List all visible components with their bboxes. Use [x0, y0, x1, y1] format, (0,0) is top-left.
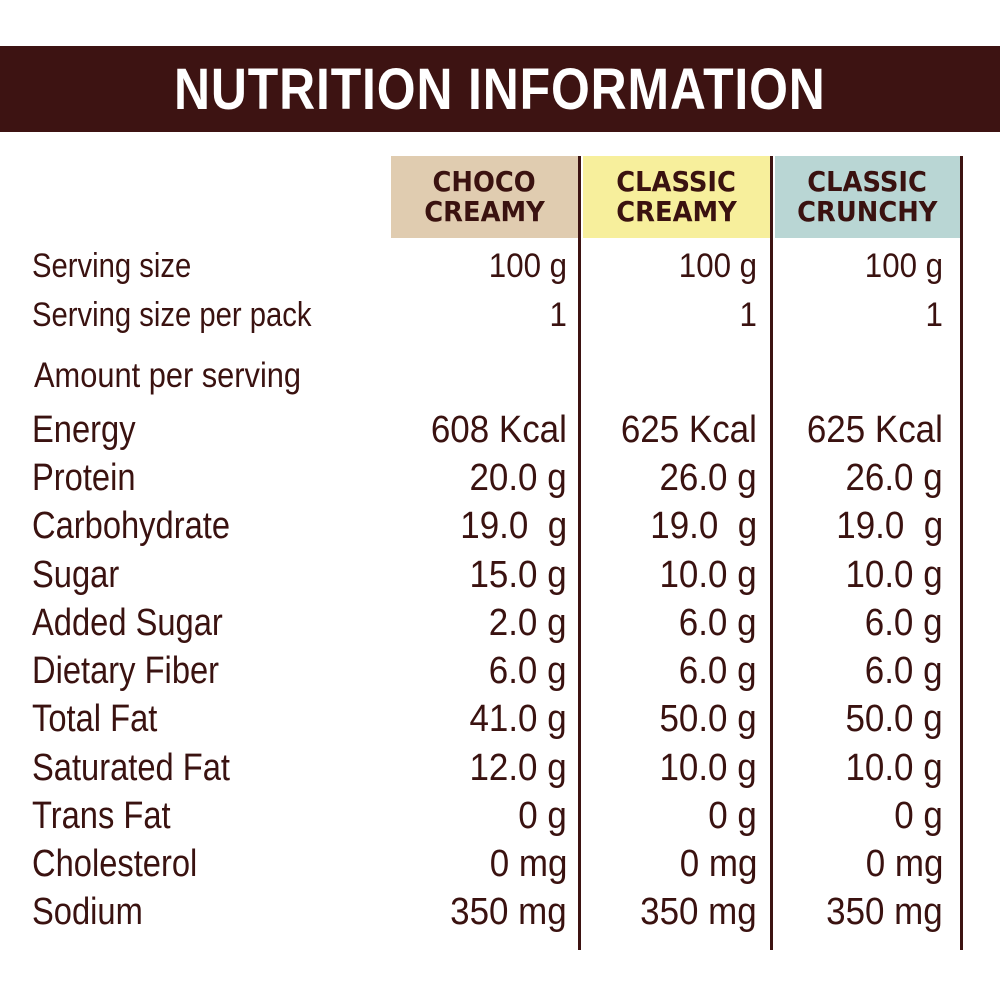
row-value: 19.0 g: [650, 505, 757, 547]
row-value: 10.0 g: [845, 554, 943, 596]
nutrient-row-trans-fat: Trans Fat 0 g 0 g 0 g: [0, 793, 1000, 839]
row-value: 10.0 g: [659, 554, 757, 596]
row-value: 19.0 g: [460, 505, 567, 547]
row-label: Added Sugar: [32, 602, 223, 644]
column-header-line1: CHOCO: [432, 165, 537, 198]
row-value: 0 g: [708, 795, 757, 837]
title-bar: NUTRITION INFORMATION: [0, 46, 1000, 132]
row-value: 1: [549, 296, 567, 334]
nutrient-row-saturated-fat: Saturated Fat 12.0 g 10.0 g 10.0 g: [0, 745, 1000, 791]
row-value: 15.0 g: [469, 554, 567, 596]
row-value: 41.0 g: [469, 698, 567, 740]
row-value: 100 g: [678, 247, 757, 285]
column-header-classic-crunchy: CLASSIC CRUNCHY: [775, 156, 960, 238]
row-value: 6.0 g: [865, 602, 943, 644]
column-divider: [960, 156, 963, 950]
column-header-line2: CREAMY: [616, 195, 737, 228]
row-value: 0 mg: [865, 843, 943, 885]
row-label: Energy: [32, 409, 136, 451]
row-value: 19.0 g: [836, 505, 943, 547]
row-value: 6.0 g: [679, 602, 757, 644]
nutrient-row-energy: Energy 608 Kcal 625 Kcal 625 Kcal: [0, 407, 1000, 453]
row-value: 26.0 g: [845, 457, 943, 499]
column-divider: [578, 156, 581, 950]
nutrient-row-dietary-fiber: Dietary Fiber 6.0 g 6.0 g 6.0 g: [0, 648, 1000, 694]
row-label: Serving size: [32, 247, 192, 285]
nutrient-row-sugar: Sugar 15.0 g 10.0 g 10.0 g: [0, 552, 1000, 598]
nutrient-row-sodium: Sodium 350 mg 350 mg 350 mg: [0, 889, 1000, 935]
amount-per-serving-label: Amount per serving: [34, 356, 302, 395]
column-header-choco-creamy: CHOCO CREAMY: [391, 156, 578, 238]
row-value: 625 Kcal: [620, 409, 757, 451]
column-header-line1: CLASSIC: [807, 165, 928, 198]
row-value: 10.0 g: [845, 747, 943, 789]
row-value: 0 mg: [679, 843, 757, 885]
row-label: Dietary Fiber: [32, 650, 220, 692]
row-value: 26.0 g: [659, 457, 757, 499]
column-divider: [770, 156, 773, 950]
row-value: 0 g: [518, 795, 567, 837]
row-value: 0 mg: [489, 843, 567, 885]
row-value: 608 Kcal: [430, 409, 567, 451]
column-header-line1: CLASSIC: [616, 165, 737, 198]
column-header-line2: CRUNCHY: [797, 195, 938, 228]
row-value: 625 Kcal: [806, 409, 943, 451]
row-value: 12.0 g: [469, 747, 567, 789]
servings-per-pack-row: Serving size per pack 1 1 1: [0, 292, 1000, 338]
nutrient-row-protein: Protein 20.0 g 26.0 g 26.0 g: [0, 455, 1000, 501]
row-label: Saturated Fat: [32, 747, 231, 789]
nutrient-row-carbohydrate: Carbohydrate 19.0 g 19.0 g 19.0 g: [0, 503, 1000, 549]
row-value: 6.0 g: [489, 650, 567, 692]
column-header-classic-creamy: CLASSIC CREAMY: [583, 156, 770, 238]
row-value: 350 mg: [640, 891, 757, 933]
row-label: Trans Fat: [32, 795, 171, 837]
nutrient-row-added-sugar: Added Sugar 2.0 g 6.0 g 6.0 g: [0, 600, 1000, 646]
row-value: 350 mg: [450, 891, 567, 933]
row-label: Total Fat: [32, 698, 158, 740]
row-value: 6.0 g: [679, 650, 757, 692]
row-value: 100 g: [488, 247, 567, 285]
row-value: 0 g: [894, 795, 943, 837]
row-label: Serving size per pack: [32, 296, 312, 334]
row-value: 6.0 g: [865, 650, 943, 692]
row-value: 20.0 g: [469, 457, 567, 499]
row-value: 50.0 g: [845, 698, 943, 740]
page-title: NUTRITION INFORMATION: [174, 56, 826, 122]
row-value: 2.0 g: [489, 602, 567, 644]
row-value: 100 g: [864, 247, 943, 285]
row-value: 350 mg: [826, 891, 943, 933]
serving-size-row: Serving size 100 g 100 g 100 g: [0, 243, 1000, 289]
nutrient-row-total-fat: Total Fat 41.0 g 50.0 g 50.0 g: [0, 696, 1000, 742]
row-value: 1: [739, 296, 757, 334]
row-label: Protein: [32, 457, 136, 499]
row-label: Sugar: [32, 554, 120, 596]
row-value: 50.0 g: [659, 698, 757, 740]
row-label: Cholesterol: [32, 843, 198, 885]
row-value: 1: [925, 296, 943, 334]
row-label: Carbohydrate: [32, 505, 231, 547]
row-value: 10.0 g: [659, 747, 757, 789]
column-header-line2: CREAMY: [424, 195, 545, 228]
nutrient-row-cholesterol: Cholesterol 0 mg 0 mg 0 mg: [0, 841, 1000, 887]
row-label: Sodium: [32, 891, 143, 933]
